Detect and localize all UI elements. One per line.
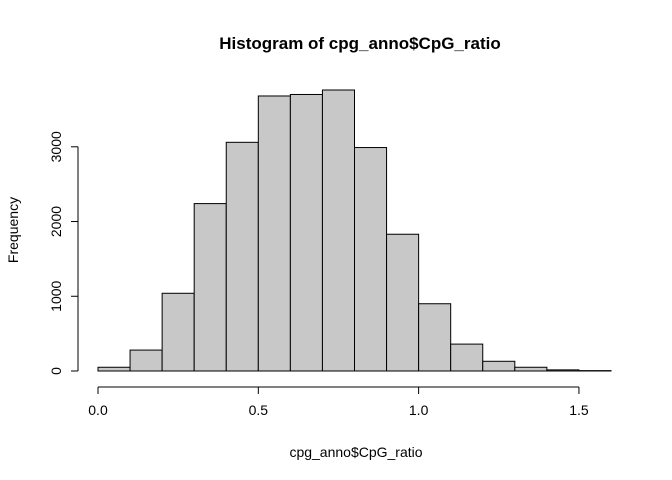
histogram-bar bbox=[321, 89, 355, 372]
x-axis: 0.0 0.5 1.0 1.5 bbox=[88, 386, 589, 418]
histogram-bar bbox=[257, 95, 291, 372]
x-tick-label: 0.0 bbox=[88, 402, 108, 418]
histogram-bar bbox=[161, 292, 195, 372]
histogram-bar bbox=[225, 141, 259, 372]
bars-group bbox=[97, 89, 612, 372]
y-tick-label: 3000 bbox=[48, 131, 64, 162]
histogram-bar bbox=[129, 349, 163, 372]
histogram-bar bbox=[354, 147, 388, 372]
histogram-bar bbox=[386, 233, 420, 372]
y-axis-label: Frequency bbox=[5, 197, 21, 263]
x-tick-label: 1.0 bbox=[409, 402, 429, 418]
histogram-bar bbox=[482, 360, 516, 372]
y-axis: 0 1000 2000 3000 bbox=[48, 131, 79, 375]
chart-title: Histogram of cpg_anno$CpG_ratio bbox=[219, 34, 500, 53]
y-tick-label: 1000 bbox=[48, 280, 64, 311]
histogram-bar bbox=[418, 303, 452, 372]
y-tick-label: 2000 bbox=[48, 206, 64, 237]
x-tick-label: 0.5 bbox=[249, 402, 269, 418]
histogram-bar bbox=[193, 203, 227, 372]
y-tick-label: 0 bbox=[48, 367, 64, 375]
histogram-bar bbox=[450, 343, 484, 372]
x-tick-label: 1.5 bbox=[569, 402, 589, 418]
histogram-bar bbox=[546, 369, 580, 372]
histogram-bar bbox=[97, 366, 131, 372]
x-axis-label: cpg_anno$CpG_ratio bbox=[289, 444, 422, 460]
histogram-bar bbox=[289, 93, 323, 372]
histogram-bar bbox=[514, 366, 548, 372]
